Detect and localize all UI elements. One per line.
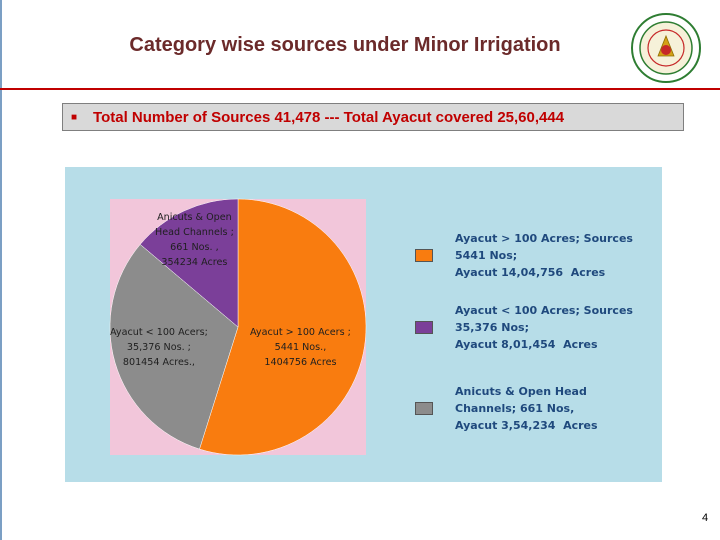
left-border-line xyxy=(0,0,2,540)
slice-label-large: Ayacut > 100 Acers ; 5441 Nos., 1404756 … xyxy=(250,327,351,368)
chart-panel: Ayacut > 100 Acers ; 5441 Nos., 1404756 … xyxy=(65,167,662,482)
slice-label-small: Ayacut < 100 Acers; 35,376 Nos. ; 801454… xyxy=(110,327,208,368)
pie-slice-anicuts xyxy=(139,198,239,328)
slice-label-anicuts: Anicuts & Open Head Channels ; 661 Nos. … xyxy=(155,212,234,268)
legend-label-large: Ayacut > 100 Acres; Sources 5441 Nos; Ay… xyxy=(455,232,633,279)
legend-item-large: Ayacut > 100 Acres; Sources 5441 Nos; Ay… xyxy=(415,230,633,281)
legend-label-anicuts: Anicuts & Open Head Channels; 661 Nos, A… xyxy=(455,385,598,432)
legend-swatch-gray xyxy=(415,402,433,415)
header-divider xyxy=(0,88,720,90)
state-emblem-icon xyxy=(631,13,701,83)
summary-text: Total Number of Sources 41,478 --- Total… xyxy=(93,108,565,126)
legend-item-anicuts: Anicuts & Open Head Channels; 661 Nos, A… xyxy=(415,383,598,434)
legend-swatch-orange xyxy=(415,249,433,262)
page-number: 4 xyxy=(702,512,709,524)
slide-title: Category wise sources under Minor Irriga… xyxy=(129,34,561,56)
pie-slice-large-ayacut xyxy=(199,198,367,456)
pie-chart xyxy=(109,198,367,456)
bullet-marker-icon: ■ xyxy=(71,111,78,123)
legend-swatch-purple xyxy=(415,321,433,334)
pie-slice-small-ayacut xyxy=(109,244,239,450)
legend-label-small: Ayacut < 100 Acres; Sources 35,376 Nos; … xyxy=(455,304,633,351)
legend-item-small: Ayacut < 100 Acres; Sources 35,376 Nos; … xyxy=(415,302,633,353)
summary-box: ■ Total Number of Sources 41,478 --- Tot… xyxy=(62,103,684,131)
